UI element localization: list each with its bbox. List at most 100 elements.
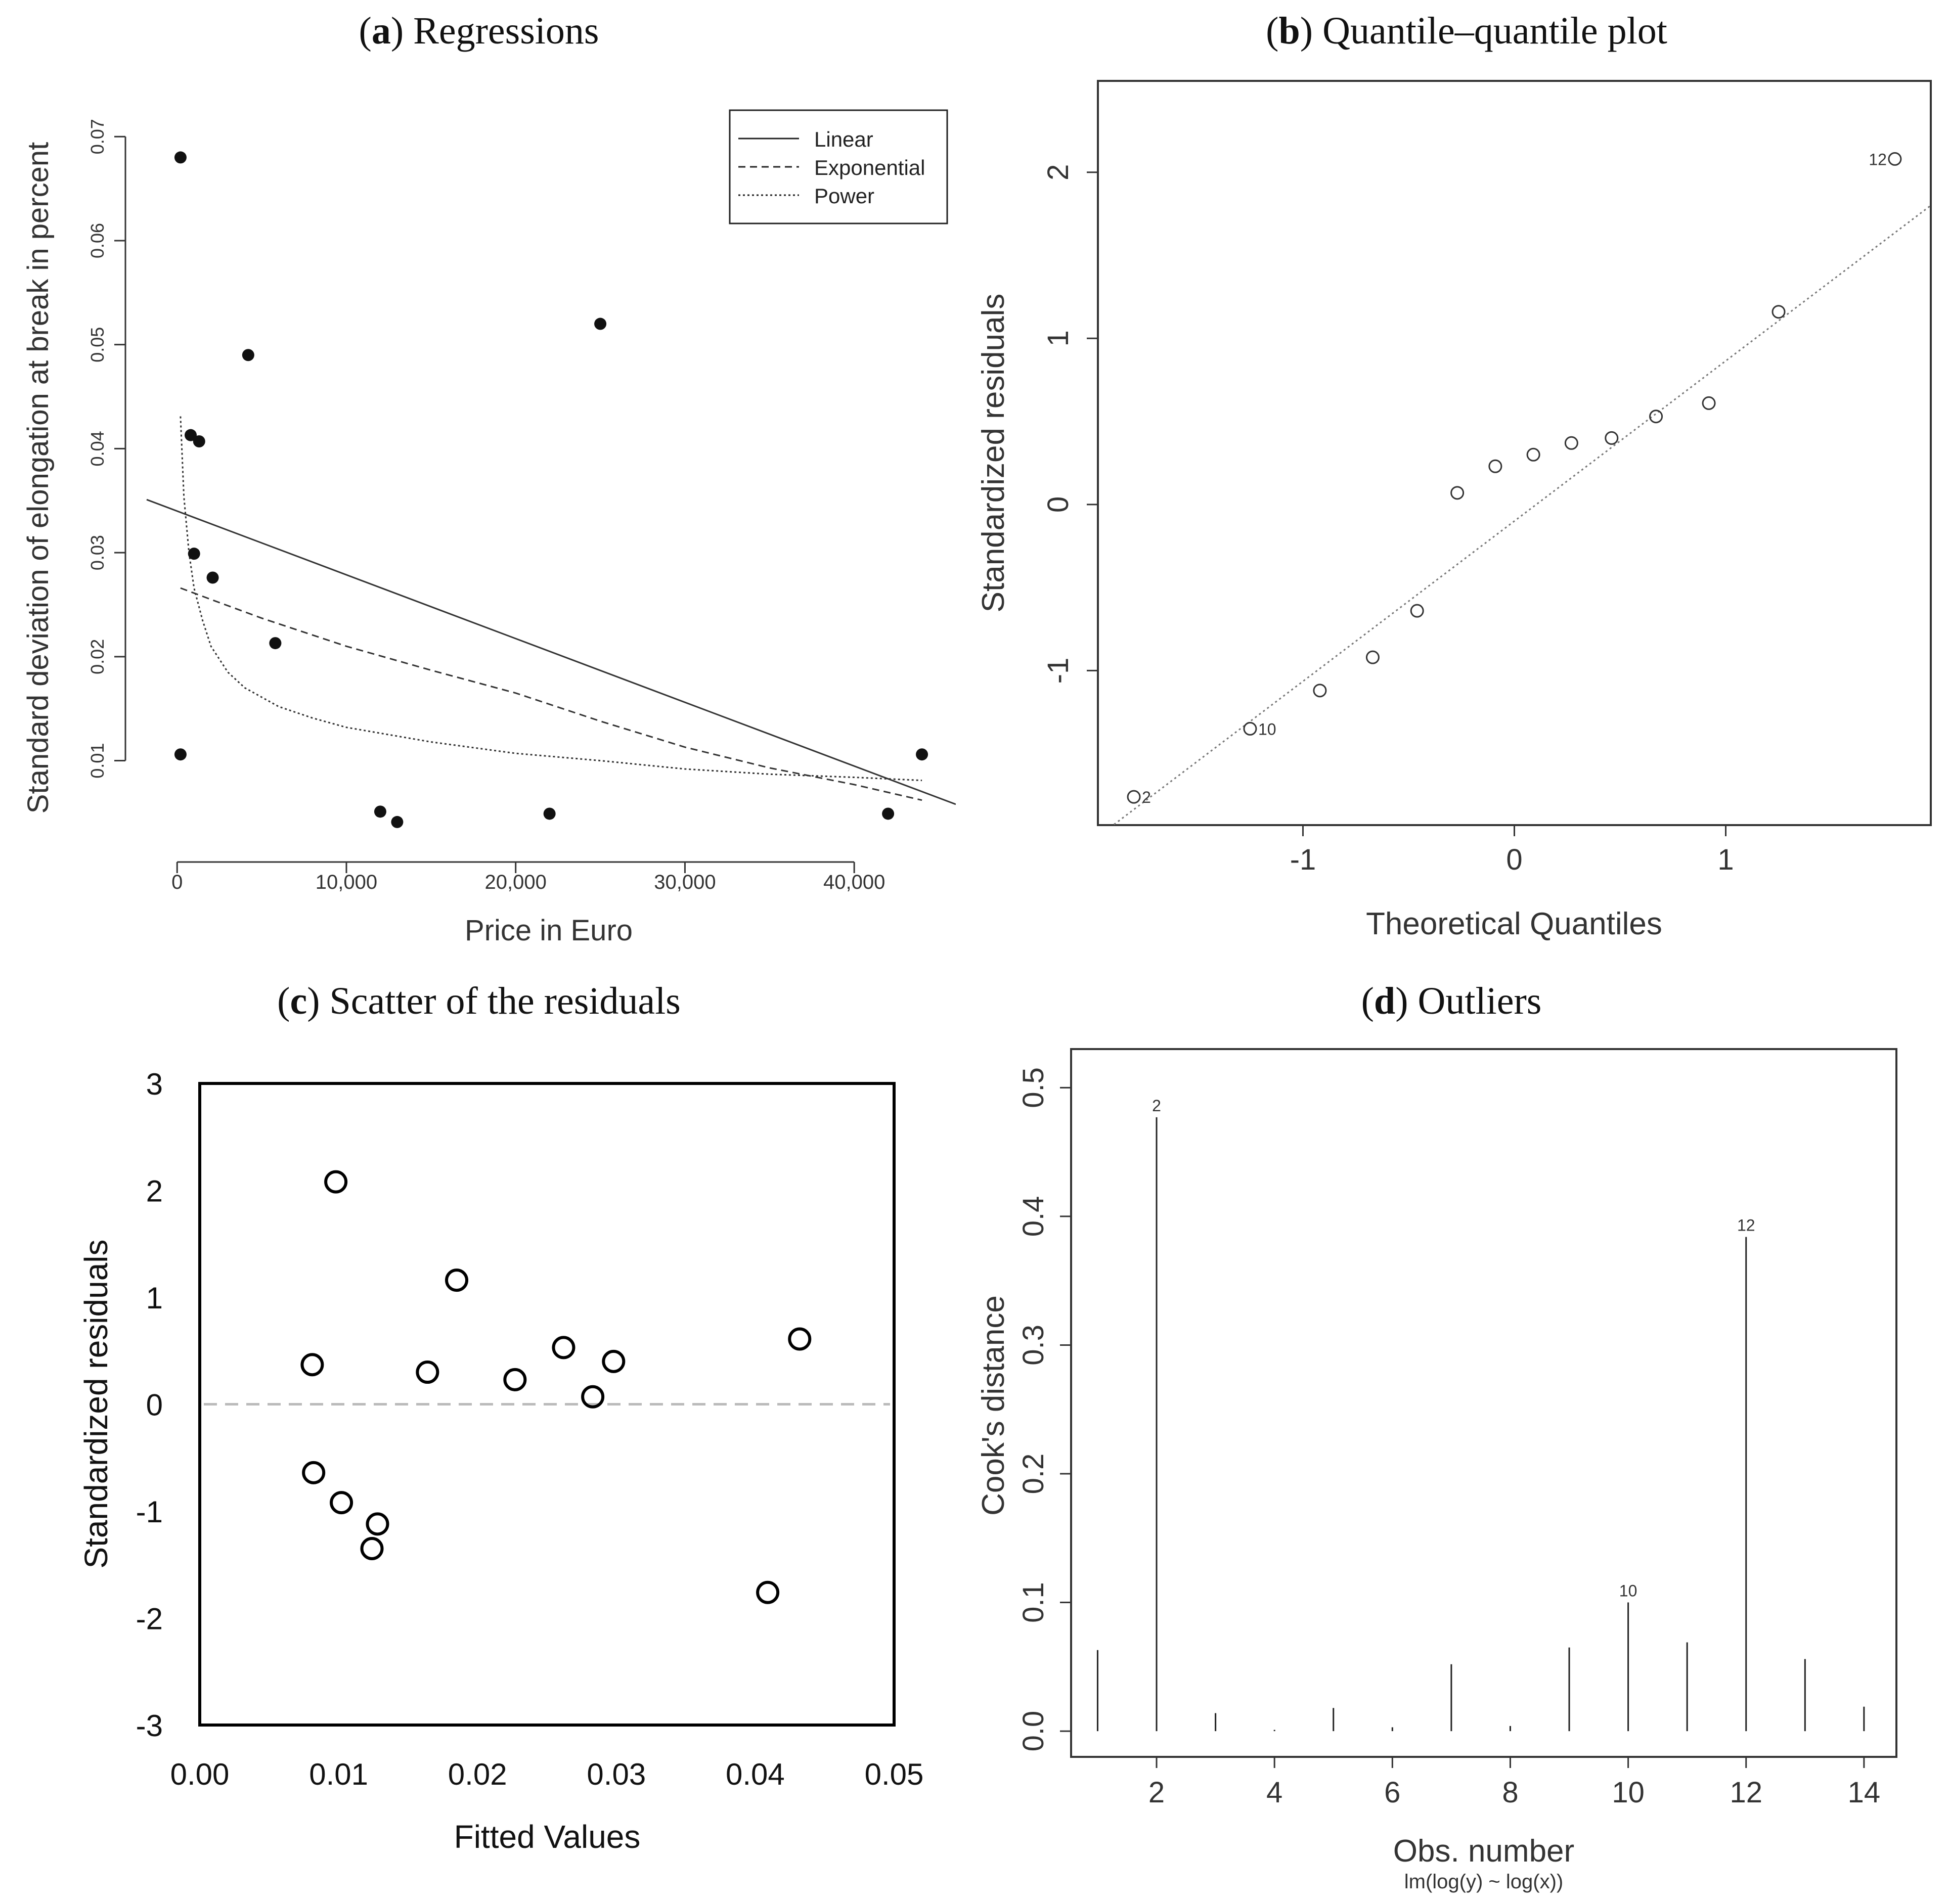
residual-point <box>503 1368 527 1391</box>
bar-label: 10 <box>1619 1582 1637 1600</box>
data-point <box>543 807 556 820</box>
x-axis-label: Price in Euro <box>465 914 633 947</box>
x-tick-label: 10 <box>1612 1776 1645 1809</box>
plot-frame <box>1070 1048 1897 1758</box>
y-tick-label: -1 <box>1042 658 1075 684</box>
qq-point <box>1488 459 1502 473</box>
y-tick-label: 0.0 <box>1017 1711 1050 1752</box>
y-tick-label: 2 <box>146 1174 163 1208</box>
data-point <box>193 435 205 447</box>
y-tick-label: 0.02 <box>87 639 108 674</box>
data-point <box>594 318 607 330</box>
y-tick-label: 0.04 <box>87 431 108 466</box>
plot-frame <box>1097 80 1932 826</box>
x-tick-label: 1 <box>1717 843 1734 876</box>
x-axis-label: Theoretical Quantiles <box>1366 906 1662 941</box>
qq-point <box>1450 486 1465 500</box>
x-tick-label: 0.05 <box>865 1757 924 1791</box>
panel-a-legend: Linear Exponential Power <box>729 109 948 224</box>
residual-point <box>602 1349 626 1373</box>
qq-point <box>1564 436 1578 450</box>
x-tick-label: 0.03 <box>587 1757 646 1791</box>
data-point <box>185 429 197 441</box>
qq-reference-line <box>1112 205 1931 825</box>
qq-point <box>1605 431 1619 445</box>
residual-point <box>300 1353 324 1377</box>
y-tick-label: 0.01 <box>87 743 108 779</box>
legend-label-power: Power <box>814 184 874 208</box>
qq-point <box>1313 684 1327 698</box>
y-axis-label: Standard deviation of elongation at brea… <box>22 142 55 813</box>
qq-point <box>1365 650 1380 664</box>
panel-d-axes: 0.0 0.1 0.2 0.3 0.4 0.5 2 4 6 8 10 12 14 Obs. numberl… <box>976 1048 1897 1893</box>
panel-c-axes: -3 -2 -1 0 1 2 3 0.00 0.01 0.02 0.03 0.04 0.05 Fitted… <box>78 1067 923 1855</box>
qq-point <box>1243 721 1257 736</box>
data-point <box>174 748 187 761</box>
x-tick-label: 10,000 <box>316 871 377 893</box>
data-point <box>391 815 404 828</box>
data-point <box>882 807 895 820</box>
x-tick-label: 0 <box>171 871 183 893</box>
panel-a-regression-lines <box>146 416 956 805</box>
chart-subtitle: lm(log(y) ~ log(x)) <box>1404 1871 1563 1893</box>
legend-label-linear: Linear <box>814 127 873 151</box>
residual-point <box>360 1537 384 1561</box>
data-point <box>174 151 187 164</box>
y-tick-label: 0.2 <box>1017 1454 1050 1494</box>
panel-d-outliers: (d) Outliers 0.0 0.1 0.2 0.3 0.4 0.5 2 4 6 8 10 12 1… <box>976 980 1897 1893</box>
x-tick-label: 0.04 <box>726 1757 785 1791</box>
y-tick-label: 0.03 <box>87 535 108 570</box>
y-axis-label: Standardized residuals <box>976 294 1011 613</box>
y-axis-label: Standardized residuals <box>78 1239 114 1568</box>
panel-c-title: (c) Scatter of the residuals <box>277 980 681 1022</box>
x-tick-label: 0.02 <box>448 1757 507 1791</box>
y-axis-label: Cook's distance <box>976 1295 1011 1516</box>
qq-point-label: 12 <box>1869 150 1887 168</box>
panel-b-reference-line <box>1112 205 1931 825</box>
legend-label-exponential: Exponential <box>814 156 925 179</box>
x-tick-label: 0.00 <box>170 1757 230 1791</box>
panel-a-points <box>174 151 928 828</box>
y-tick-label: 0.4 <box>1017 1196 1050 1237</box>
residual-point <box>416 1361 439 1384</box>
x-tick-label: 6 <box>1384 1776 1400 1809</box>
data-point <box>916 748 928 761</box>
y-tick-label: 3 <box>146 1067 163 1101</box>
data-point <box>242 349 254 361</box>
qq-point <box>1127 790 1141 804</box>
x-tick-label: 30,000 <box>654 871 716 893</box>
residual-point <box>552 1336 575 1359</box>
x-tick-label: 14 <box>1848 1776 1881 1809</box>
panel-b-title: (b) Quantile–quantile plot <box>1266 10 1667 52</box>
data-point <box>269 637 282 650</box>
qq-point <box>1771 305 1786 319</box>
x-axis-label: Fitted Values <box>454 1819 641 1855</box>
y-tick-label: -2 <box>136 1602 163 1636</box>
y-tick-label: -3 <box>136 1709 163 1743</box>
y-tick-label: 0.06 <box>87 223 108 258</box>
x-tick-label: 40,000 <box>823 871 885 893</box>
residual-point <box>788 1327 812 1351</box>
regression-line-power <box>180 416 922 782</box>
data-point <box>206 571 219 584</box>
qq-point-label: 2 <box>1142 788 1151 806</box>
data-point <box>374 805 386 818</box>
x-tick-label: 20,000 <box>485 871 547 893</box>
qq-point <box>1410 604 1424 618</box>
qq-point <box>1649 410 1663 424</box>
y-tick-label: 1 <box>1042 330 1075 346</box>
plot-frame <box>198 1082 896 1727</box>
y-tick-label: -1 <box>136 1495 163 1529</box>
panel-b-points: 2 10 12 <box>1127 150 1902 806</box>
x-tick-label: 2 <box>1148 1776 1165 1809</box>
panel-a-axes: 0.01 0.02 0.03 0.04 0.05 0.06 0.07 0 10,000 20,00… <box>22 119 885 947</box>
y-tick-label: 0 <box>146 1388 163 1422</box>
panel-c-residual-scatter: (c) Scatter of the residuals -3 -2 -1 0 1 2 3 0… <box>78 980 923 1855</box>
data-point <box>188 548 200 560</box>
panel-c-points <box>300 1170 812 1604</box>
y-tick-label: 1 <box>146 1281 163 1315</box>
y-tick-label: 0.3 <box>1017 1325 1050 1366</box>
y-tick-label: 2 <box>1042 164 1075 180</box>
